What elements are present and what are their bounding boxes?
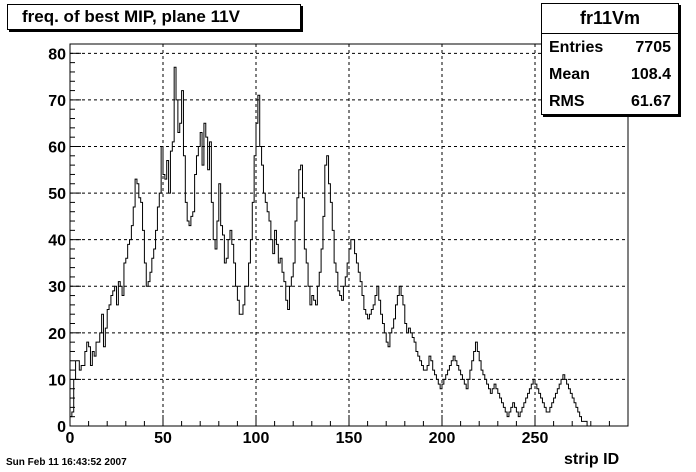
- chart-title-text: freq. of best MIP, plane 11V: [22, 7, 240, 26]
- stats-entries-value: 7705: [635, 39, 671, 56]
- x-tick-label: 100: [243, 430, 270, 447]
- x-tick-label: 150: [336, 430, 363, 447]
- stats-entries-label: Entries: [549, 39, 604, 56]
- grid-lines: [70, 44, 628, 426]
- x-axis-title: strip ID: [564, 451, 620, 468]
- y-tick-label: 30: [48, 279, 66, 296]
- x-axis-ticks: 0 50 100 150 200 250: [66, 415, 629, 447]
- footer-date: Sun Feb 11 16:43:52 2007: [6, 457, 127, 468]
- stats-rms-row: RMS 61.67: [542, 88, 678, 115]
- y-tick-label: 50: [48, 186, 66, 203]
- y-tick-label: 20: [48, 326, 66, 343]
- x-tick-label: 0: [66, 430, 75, 447]
- stats-mean-value: 108.4: [630, 66, 671, 83]
- stats-mean-row: Mean 108.4: [542, 61, 678, 88]
- y-tick-label: 40: [48, 233, 66, 250]
- chart-title: freq. of best MIP, plane 11V: [7, 4, 301, 30]
- x-tick-label: 200: [429, 430, 456, 447]
- x-tick-label: 250: [522, 430, 549, 447]
- stats-box: fr11Vm Entries 7705 Mean 108.4 RMS 61.67: [541, 3, 679, 115]
- y-tick-label: 70: [48, 93, 66, 110]
- y-tick-label: 10: [48, 372, 66, 389]
- y-axis-ticks: 0 10 20 30 40 50 60 70 80: [48, 43, 81, 436]
- y-tick-label: 80: [48, 46, 66, 63]
- histogram-series: [69, 66, 597, 427]
- x-tick-label: 50: [154, 430, 172, 447]
- y-tick-label: 0: [57, 419, 66, 436]
- y-tick-label: 60: [48, 139, 66, 156]
- stats-rms-value: 61.67: [630, 93, 671, 110]
- stats-mean-label: Mean: [549, 66, 590, 83]
- stats-rms-label: RMS: [549, 93, 585, 110]
- stats-entries-row: Entries 7705: [542, 34, 678, 61]
- stats-histogram-name: fr11Vm: [542, 4, 678, 34]
